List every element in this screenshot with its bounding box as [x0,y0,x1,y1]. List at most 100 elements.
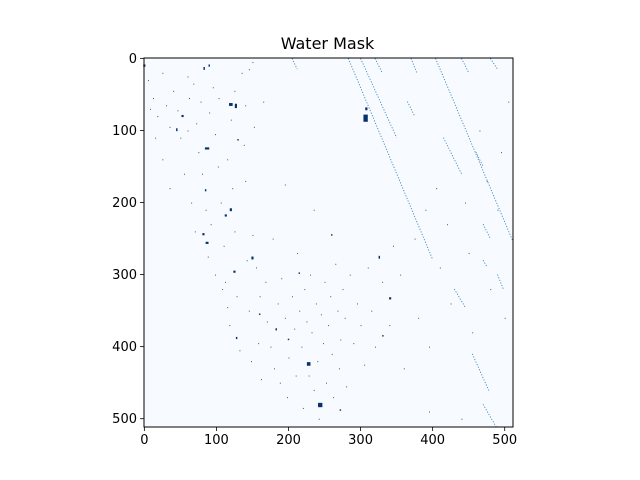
water-pixel [328,325,330,327]
water-pixel [418,317,420,319]
water-pixel [299,310,301,312]
water-pixel [227,159,229,161]
water-body [382,335,384,337]
water-pixel [340,339,342,341]
water-pixel [429,346,430,348]
water-pixel [304,288,306,291]
water-pixel [313,209,315,211]
water-body [339,409,342,411]
water-pixel [147,79,149,82]
water-pixel [490,288,492,291]
water-body [205,241,209,244]
water-pixel [301,346,303,348]
water-pixel [214,274,216,276]
water-pixel [198,152,200,154]
water-pixel [274,368,275,370]
water-pixel [232,188,234,190]
water-pixel [169,126,171,128]
water-pixel [222,288,224,291]
water-body [202,233,205,236]
water-pixel [234,231,236,233]
water-pixel [196,123,198,125]
water-pixel [331,353,333,355]
water-pixel [486,180,488,182]
water-pixel [252,61,254,64]
water-pixel [356,303,358,305]
water-pixel [225,281,226,283]
water-pixel [367,267,369,269]
water-pixel [261,379,263,381]
water-streak [291,58,298,70]
water-pixel [360,325,362,327]
water-pixel [287,397,288,399]
water-body [331,234,333,236]
water-pixel [245,180,247,182]
y-tick-label: 200 [112,196,137,211]
y-tick-label: 400 [112,340,137,355]
water-pixel [256,267,257,269]
water-streak [453,288,466,308]
water-body [176,128,178,132]
y-tick-label: 500 [112,412,137,427]
water-pixel [465,202,466,204]
water-pixel [248,310,250,312]
water-body [204,189,207,192]
x-tick-label: 500 [492,433,517,448]
water-pixel [313,389,315,391]
water-pixel [281,278,283,280]
water-streak [489,58,498,70]
water-pixel [371,310,373,312]
water-pixel [270,346,272,348]
chart-title: Water Mask [281,34,375,53]
water-body [298,272,301,274]
water-pixel [279,382,281,384]
water-pixel [504,317,506,319]
water-pixel [230,119,232,121]
water-pixel [414,238,416,240]
water-pixel [229,325,231,327]
plot-frame [143,57,514,428]
water-pixel [253,126,255,128]
water-pixel [294,328,296,330]
water-pixel [183,173,185,175]
water-pixel [450,303,452,305]
water-pixel [236,296,238,298]
water-pixel [324,281,326,283]
water-body [229,103,233,106]
water-pixel [346,386,348,388]
water-pixel [205,209,207,211]
water-pixel [320,314,322,316]
water-pixel [353,343,355,345]
water-pixel [251,361,252,363]
water-body [235,336,238,340]
water-mask-image [144,58,513,427]
water-pixel [157,116,159,118]
water-pixel [263,101,265,103]
water-pixel [258,343,260,345]
water-pixel [217,166,219,168]
x-tick-label: 200 [276,433,301,448]
water-pixel [173,90,175,92]
water-streak [360,58,398,138]
water-pixel [364,364,366,366]
water-pixel [374,346,376,348]
water-body [318,402,323,408]
water-pixel [209,112,211,114]
water-body [181,114,184,118]
water-pixel [501,152,503,154]
water-pixel [191,202,193,204]
water-pixel [403,368,405,370]
y-tick-label: 0 [129,52,137,67]
water-pixels [143,58,514,427]
water-pixel [284,317,286,319]
x-tick-label: 400 [420,433,445,448]
water-body [258,313,261,315]
water-pixel [245,105,247,107]
water-pixel [344,317,346,319]
water-body [251,256,254,260]
water-pixel [337,310,339,312]
water-pixel [265,281,267,283]
water-body [208,64,210,67]
water-pixel [330,296,332,298]
x-tick-label: 300 [348,433,373,448]
